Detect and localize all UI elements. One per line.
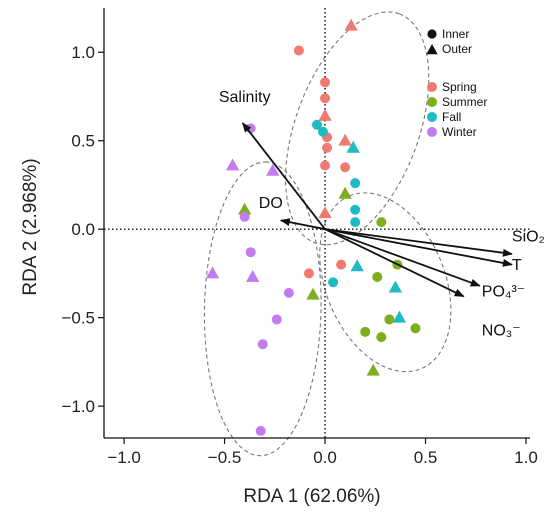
y-tick-label: 1.0 — [71, 43, 95, 62]
vector-t-label: T — [512, 257, 522, 274]
point-summer-inner-15 — [376, 217, 387, 228]
point-winter-outer-39 — [205, 266, 220, 279]
legend-label-fall: Fall — [442, 110, 461, 124]
point-summer-inner-20 — [360, 326, 371, 337]
point-winter-inner-43 — [257, 339, 268, 350]
point-spring-outer-1 — [344, 18, 358, 31]
point-winter-inner-42 — [271, 314, 282, 325]
point-spring-inner-2 — [320, 77, 331, 88]
point-summer-outer-23 — [366, 363, 380, 376]
point-fall-inner-25 — [318, 126, 329, 137]
point-spring-outer-7 — [338, 133, 352, 146]
vector-t-arrow — [324, 228, 513, 267]
legend-label-winter: Winter — [442, 125, 477, 139]
point-summer-outer-13 — [238, 202, 252, 215]
y-axis-title: RDA 2 (2.968%) — [20, 158, 41, 295]
x-axis-title: RDA 1 (62.06%) — [243, 486, 380, 507]
vector-no-label: NO₃⁻ — [482, 322, 521, 339]
legend-key-fall — [427, 112, 437, 122]
point-spring-inner-0 — [293, 45, 304, 56]
y-tick-label: −0.5 — [61, 309, 95, 328]
point-spring-inner-6 — [322, 142, 333, 153]
point-spring-inner-9 — [340, 162, 351, 173]
ellipse-spring-fall-cluster — [285, 11, 430, 246]
point-spring-inner-8 — [320, 160, 331, 171]
point-winter-inner-44 — [255, 425, 266, 436]
point-fall-outer-30 — [350, 259, 364, 272]
ellipse-winter-cluster — [203, 161, 322, 457]
point-fall-inner-28 — [350, 204, 361, 215]
legend-key-summer — [427, 97, 437, 107]
point-summer-inner-21 — [376, 332, 387, 343]
legend-label-outer: Outer — [442, 42, 472, 56]
environmental-vectors: Salinity DO SiO₂ T PO₄³⁻ NO₃⁻ — [219, 89, 545, 340]
point-summer-outer-14 — [338, 186, 352, 199]
point-summer-outer-18 — [306, 287, 320, 300]
point-winter-inner-41 — [283, 287, 294, 298]
legend-key-outer — [426, 44, 438, 55]
legend-key-inner — [427, 29, 437, 39]
point-fall-outer-33 — [392, 310, 407, 323]
point-summer-inner-19 — [384, 314, 395, 325]
y-tick-label: −1.0 — [61, 397, 95, 416]
point-winter-outer-36 — [266, 163, 280, 176]
x-tick-label: −0.5 — [208, 448, 242, 467]
point-spring-outer-4 — [318, 108, 332, 121]
legend-key-winter — [427, 127, 437, 137]
point-fall-outer-32 — [388, 280, 403, 293]
point-winter-inner-37 — [239, 211, 250, 222]
vector-sio-label: SiO₂ — [512, 229, 545, 246]
point-spring-inner-12 — [336, 259, 347, 270]
vector-salinity-label: Salinity — [219, 89, 271, 106]
point-fall-inner-24 — [312, 119, 322, 130]
reference-lines — [104, 8, 530, 438]
point-spring-outer-10 — [318, 206, 332, 219]
point-winter-outer-40 — [246, 269, 260, 282]
vector-po-label: PO₄³⁻ — [482, 283, 525, 300]
point-fall-inner-27 — [350, 178, 361, 189]
vector-salinity-arrow — [241, 122, 326, 230]
legend-key-spring — [427, 82, 437, 92]
point-winter-inner-38 — [245, 247, 256, 258]
data-points — [205, 18, 421, 436]
x-tick-label: −1.0 — [107, 448, 141, 467]
point-spring-inner-3 — [320, 93, 331, 104]
legend-label-summer: Summer — [442, 95, 487, 109]
axes-frame — [103, 8, 530, 439]
point-fall-inner-31 — [328, 277, 339, 288]
point-fall-inner-29 — [350, 217, 361, 228]
vector-po-arrow — [324, 228, 481, 287]
vector-do-arrow — [279, 218, 326, 231]
legend-label-inner: Inner — [442, 27, 469, 41]
y-tick-label: 0.5 — [71, 132, 95, 151]
point-summer-inner-17 — [372, 271, 383, 282]
x-tick-label: 0.5 — [414, 448, 438, 467]
vector-no-arrow — [324, 228, 465, 298]
x-tick-label: 1.0 — [514, 448, 538, 467]
point-winter-outer-35 — [225, 158, 240, 171]
vector-do-label: DO — [259, 195, 283, 212]
legend-label-spring: Spring — [442, 80, 477, 94]
x-tick-label: 0.0 — [313, 448, 337, 467]
axis-ticks: −1.0 −0.5 0.0 0.5 1.0 −1.0 −0.5 0.0 0.5 1.0 — [61, 43, 537, 467]
y-tick-label: 0.0 — [71, 220, 95, 239]
point-fall-outer-26 — [346, 140, 360, 153]
cluster-ellipses — [203, 11, 452, 457]
point-summer-inner-22 — [410, 323, 421, 334]
vector-sio-arrow — [324, 228, 513, 257]
point-spring-inner-11 — [303, 268, 314, 279]
